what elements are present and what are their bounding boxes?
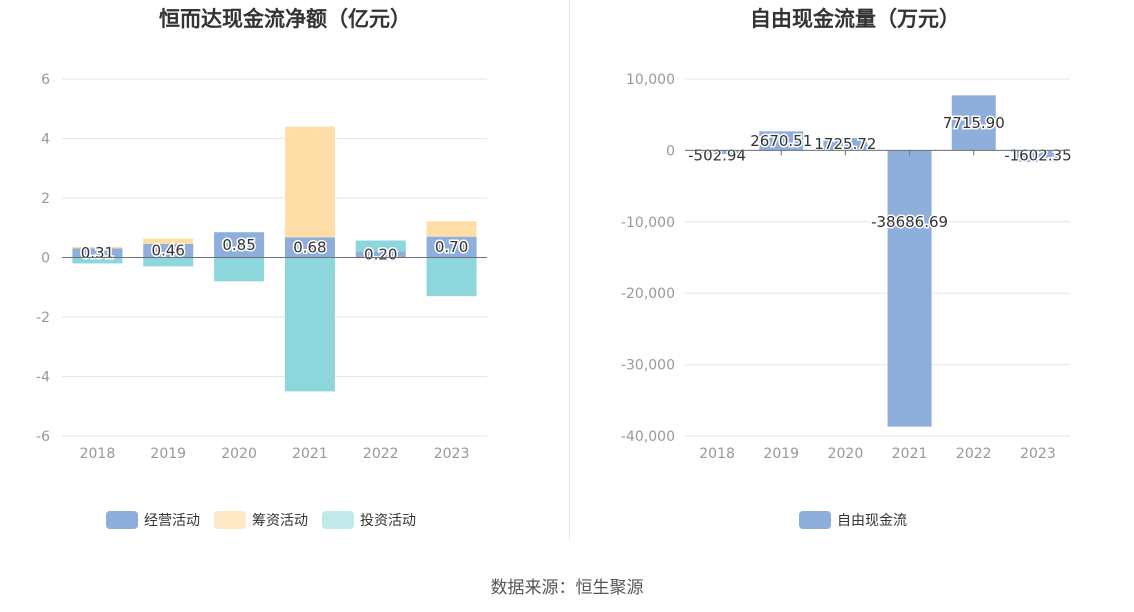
bar-segment-financing bbox=[426, 221, 477, 237]
y-tick-label: -2 bbox=[36, 310, 50, 326]
x-tick-label: 2021 bbox=[892, 446, 928, 462]
bar-segment-investing bbox=[72, 257, 123, 264]
data-label: 0.70 bbox=[435, 238, 468, 256]
y-tick-label: 0 bbox=[41, 251, 50, 267]
x-tick-label: 2022 bbox=[363, 446, 399, 462]
data-label: 0.46 bbox=[152, 242, 185, 260]
x-tick-label: 2019 bbox=[150, 446, 186, 462]
data-label: 0.31 bbox=[81, 244, 114, 262]
y-tick-label: -4 bbox=[36, 370, 50, 386]
bar-segment-investing bbox=[143, 257, 194, 267]
x-tick-label: 2023 bbox=[1020, 446, 1056, 462]
bar-segment-operating bbox=[214, 232, 265, 258]
y-tick-label: -10,000 bbox=[621, 215, 675, 231]
bar-segment-investing bbox=[355, 240, 406, 252]
y-tick-label: 2 bbox=[41, 191, 50, 207]
legend-item-free-cashflow[interactable]: 自由现金流 bbox=[799, 510, 907, 530]
bar-segment-financing bbox=[284, 126, 335, 238]
data-label: 0.68 bbox=[293, 238, 326, 256]
legend-swatch bbox=[214, 511, 246, 529]
data-label: 0.85 bbox=[222, 236, 255, 254]
bar-segment-financing bbox=[143, 238, 194, 244]
bar-free-cashflow bbox=[951, 95, 996, 151]
legend-label: 筹资活动 bbox=[252, 513, 308, 529]
data-label: -38686.69 bbox=[871, 213, 948, 231]
data-label: 1725.72 bbox=[814, 135, 876, 153]
cashflow-chart: 6 4 2 0 -2 -4 -6 0.31 2018 0.46 2019 0.85 2020 0.68 20… bbox=[36, 72, 487, 462]
bar-segment-investing bbox=[284, 257, 335, 392]
legend-swatch bbox=[322, 511, 354, 529]
x-tick-label: 2020 bbox=[828, 446, 864, 462]
x-tick-label: 2020 bbox=[221, 446, 257, 462]
x-tick-label: 2022 bbox=[956, 446, 992, 462]
y-tick-label: 4 bbox=[41, 132, 50, 148]
y-tick-label: -40,000 bbox=[621, 429, 675, 445]
y-tick-label: 0 bbox=[666, 143, 675, 159]
chart2-legend: 自由现金流 bbox=[799, 510, 921, 530]
legend-swatch bbox=[106, 511, 138, 529]
bar-segment-financing bbox=[72, 246, 123, 249]
data-source: 数据来源：恒生聚源 bbox=[490, 578, 644, 598]
x-tick-label: 2021 bbox=[292, 446, 328, 462]
bar-segment-operating bbox=[426, 236, 477, 258]
data-label: 2670.51 bbox=[750, 132, 812, 150]
panel-divider bbox=[569, 0, 570, 540]
legend-item-investing[interactable]: 投资活动 bbox=[322, 510, 416, 530]
y-tick-label: -30,000 bbox=[621, 358, 675, 374]
bar-free-cashflow bbox=[887, 150, 932, 427]
x-tick-label: 2019 bbox=[763, 446, 799, 462]
bar-segment-investing bbox=[426, 257, 477, 297]
chart1-title: 恒而达现金流净额（亿元） bbox=[159, 7, 411, 31]
y-tick-label: -20,000 bbox=[621, 286, 675, 302]
legend-label: 自由现金流 bbox=[837, 513, 907, 529]
y-tick-label: 6 bbox=[41, 72, 50, 88]
x-tick-label: 2018 bbox=[699, 446, 735, 462]
chart2-title: 自由现金流量（万元） bbox=[750, 7, 960, 31]
bar-free-cashflow bbox=[1015, 150, 1060, 162]
data-label: -1602.35 bbox=[1004, 146, 1071, 164]
bar-segment-investing bbox=[214, 257, 265, 282]
y-tick-label: -6 bbox=[36, 429, 50, 445]
free-cashflow-chart: 10,000 0 -10,000 -20,000 -30,000 -40,000 -502.… bbox=[621, 72, 1073, 462]
bar-free-cashflow bbox=[823, 138, 868, 151]
data-label: 7715.90 bbox=[943, 114, 1005, 132]
bar-segment-operating bbox=[72, 248, 123, 258]
chart1-legend: 经营活动 筹资活动 投资活动 bbox=[106, 510, 430, 530]
data-label: -502.94 bbox=[688, 146, 746, 164]
bar-segment-operating bbox=[355, 251, 406, 258]
x-tick-label: 2018 bbox=[80, 446, 116, 462]
x-tick-label: 2023 bbox=[434, 446, 470, 462]
bar-segment-operating bbox=[143, 243, 194, 258]
bar-free-cashflow bbox=[759, 131, 804, 151]
bar-segment-operating bbox=[284, 237, 335, 258]
legend-label: 投资活动 bbox=[360, 513, 416, 529]
legend-swatch bbox=[799, 511, 831, 529]
y-tick-label: 10,000 bbox=[626, 72, 675, 88]
legend-item-operating[interactable]: 经营活动 bbox=[106, 510, 200, 530]
legend-label: 经营活动 bbox=[144, 513, 200, 529]
legend-item-financing[interactable]: 筹资活动 bbox=[214, 510, 308, 530]
data-label: 0.20 bbox=[364, 246, 397, 264]
